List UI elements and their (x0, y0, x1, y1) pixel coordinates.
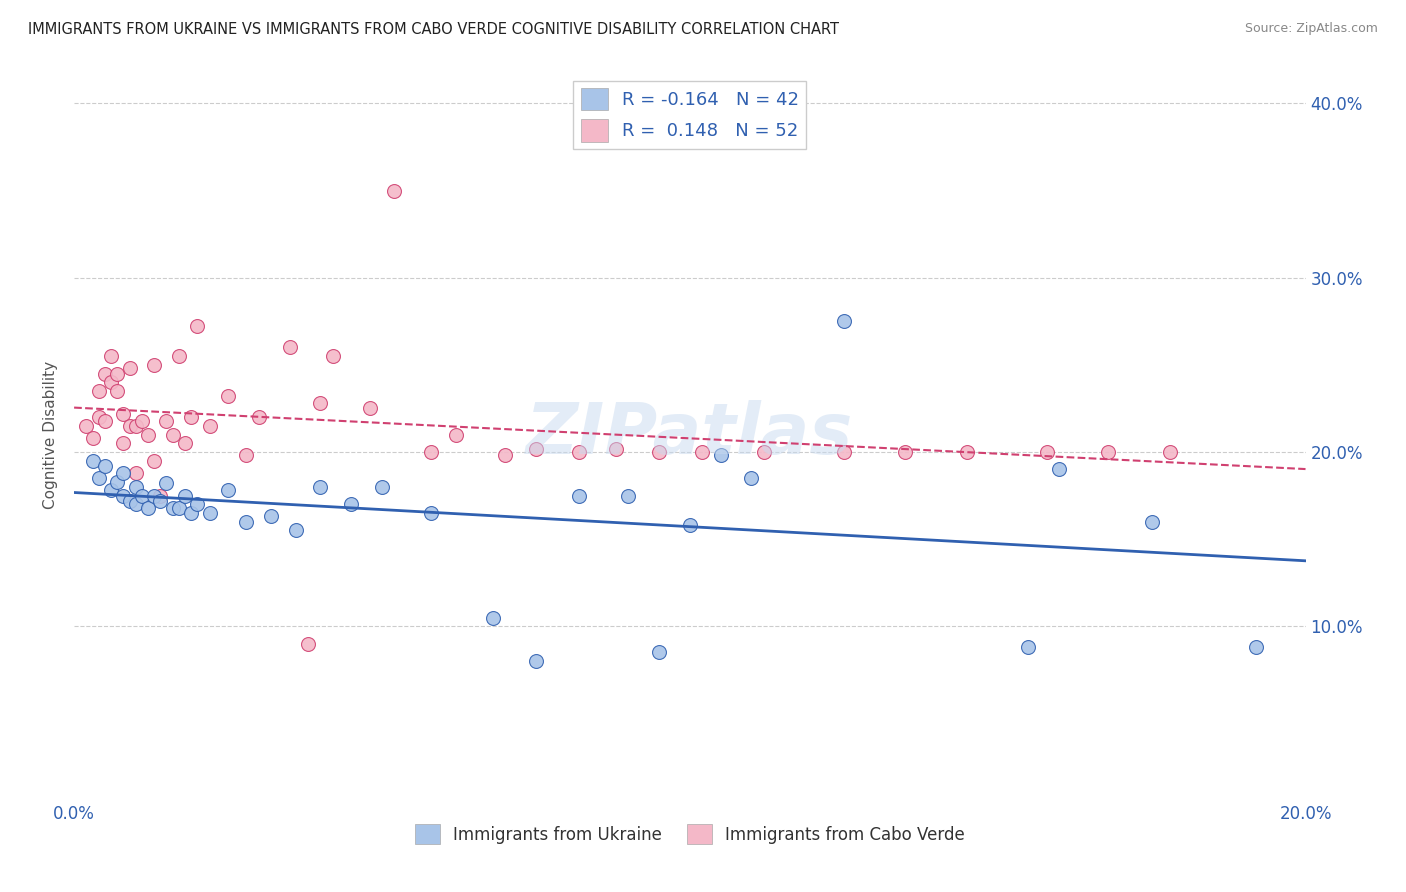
Point (112, 436, 135, 450)
Point (143, 489, 166, 503)
Point (149, 489, 172, 503)
Text: IMMIGRANTS FROM UKRAINE VS IMMIGRANTS FROM CABO VERDE COGNITIVE DISABILITY CORRE: IMMIGRANTS FROM UKRAINE VS IMMIGRANTS FR… (28, 22, 839, 37)
Point (155, 414, 177, 428)
Point (124, 418, 146, 433)
Point (217, 389, 239, 403)
Point (568, 445, 591, 459)
Point (100, 376, 122, 390)
Point (118, 418, 141, 433)
Point (371, 480, 394, 494)
Point (118, 361, 141, 376)
Point (322, 349, 344, 363)
Point (235, 449, 257, 463)
Point (94, 458, 117, 473)
Point (568, 489, 591, 503)
Point (956, 445, 979, 459)
Point (131, 489, 153, 503)
Point (481, 610, 503, 624)
Point (143, 453, 166, 467)
Point (180, 410, 202, 425)
Point (124, 480, 146, 494)
Point (1097, 445, 1119, 459)
Point (94, 414, 117, 428)
Point (186, 319, 208, 334)
Point (87, 471, 110, 485)
Point (420, 506, 443, 520)
Point (174, 489, 197, 503)
Point (340, 497, 363, 511)
Point (260, 509, 283, 524)
Point (149, 493, 172, 508)
Point (524, 654, 547, 668)
Point (82, 431, 104, 445)
Point (444, 427, 467, 442)
Point (112, 407, 135, 421)
Point (309, 396, 332, 410)
Point (679, 518, 702, 533)
Y-axis label: Cognitive Disability: Cognitive Disability (44, 360, 58, 508)
Point (1036, 445, 1059, 459)
Legend: R = -0.164   N = 42, R =  0.148   N = 52: R = -0.164 N = 42, R = 0.148 N = 52 (574, 81, 806, 149)
Point (420, 445, 443, 459)
Point (247, 410, 270, 425)
Point (284, 524, 307, 538)
Point (309, 480, 332, 494)
Point (710, 449, 733, 463)
Point (167, 349, 190, 363)
Point (105, 384, 128, 398)
Point (75, 418, 97, 433)
Point (1047, 462, 1070, 476)
Point (1159, 445, 1181, 459)
Point (359, 401, 381, 416)
Text: ZIPatlas: ZIPatlas (526, 401, 853, 469)
Point (136, 427, 159, 442)
Point (124, 466, 146, 480)
Point (94, 367, 117, 381)
Point (217, 483, 239, 498)
Point (100, 349, 122, 363)
Point (174, 436, 197, 450)
Point (494, 449, 516, 463)
Point (87, 410, 110, 425)
Point (524, 442, 547, 456)
Point (278, 340, 301, 354)
Point (124, 497, 146, 511)
Point (382, 184, 405, 198)
Point (1140, 515, 1163, 529)
Point (198, 418, 221, 433)
Point (740, 471, 762, 485)
Point (105, 367, 128, 381)
Point (155, 476, 177, 491)
Point (1246, 640, 1268, 655)
Point (82, 453, 104, 467)
Point (118, 493, 141, 508)
Point (143, 358, 166, 372)
Point (894, 445, 917, 459)
Point (832, 314, 855, 328)
Point (100, 483, 122, 498)
Point (1017, 640, 1039, 655)
Point (131, 414, 153, 428)
Point (162, 500, 184, 515)
Point (648, 445, 671, 459)
Point (112, 466, 135, 480)
Point (105, 475, 128, 489)
Point (648, 645, 671, 659)
Point (180, 506, 202, 520)
Point (112, 489, 135, 503)
Point (167, 500, 190, 515)
Point (690, 445, 713, 459)
Point (235, 515, 257, 529)
Text: Source: ZipAtlas.com: Source: ZipAtlas.com (1244, 22, 1378, 36)
Point (198, 506, 221, 520)
Point (617, 489, 640, 503)
Point (297, 637, 319, 651)
Point (832, 445, 855, 459)
Point (605, 442, 627, 456)
Point (186, 497, 208, 511)
Point (752, 445, 775, 459)
Point (162, 427, 184, 442)
Point (136, 500, 159, 515)
Point (87, 384, 110, 398)
